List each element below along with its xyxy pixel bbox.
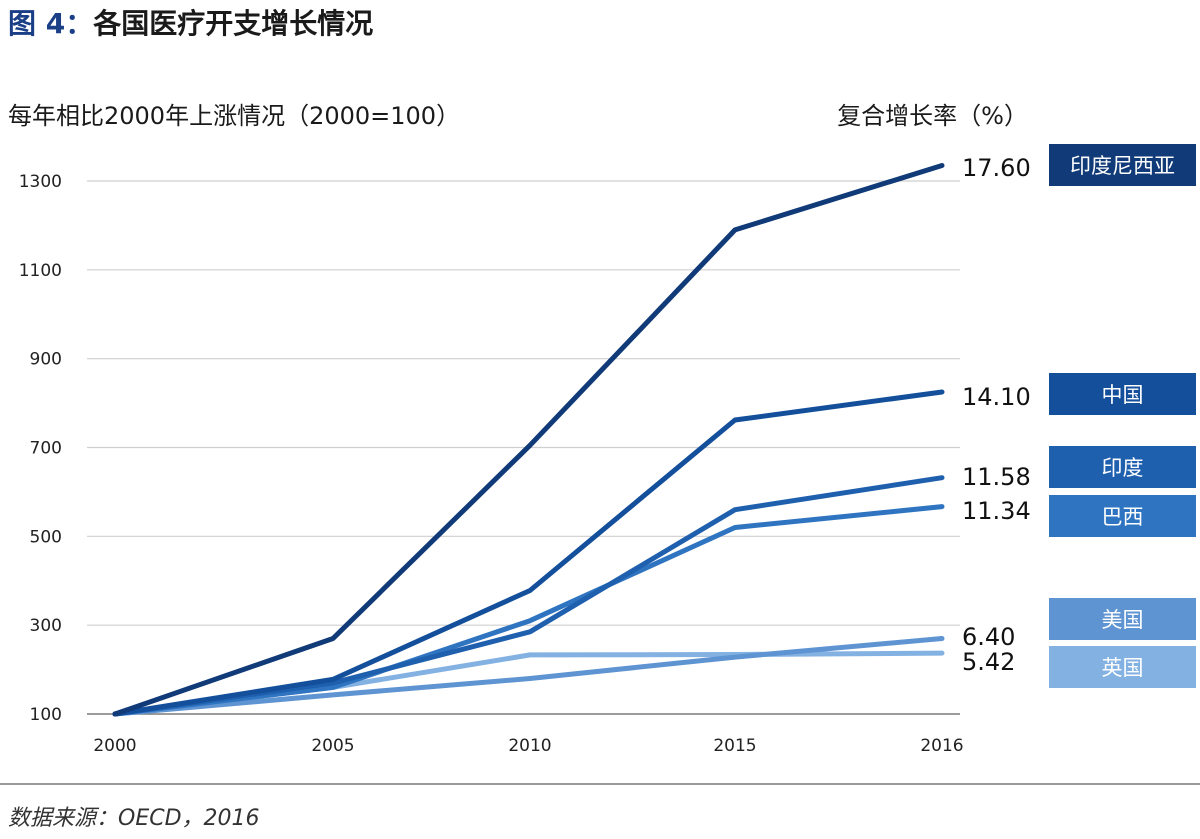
cagr-value-label: 17.60 (962, 154, 1031, 182)
chart-title: 图 4：各国医疗开支增长情况 (8, 2, 373, 42)
footer-divider (0, 783, 1200, 785)
legend-item: 英国 (1049, 646, 1196, 688)
cagr-value-label: 14.10 (962, 383, 1031, 411)
y-tick-label: 1100 (19, 261, 62, 281)
y-tick-label: 500 (30, 527, 62, 547)
x-tick-label: 2010 (508, 736, 551, 756)
cagr-column-title: 复合增长率（%） (837, 102, 1028, 130)
y-tick-label: 1300 (19, 172, 62, 192)
cagr-value-label: 11.34 (962, 497, 1031, 525)
source-note: 数据来源：OECD，2016 (8, 806, 260, 831)
legend-item: 印度尼西亚 (1049, 144, 1196, 186)
cagr-value-label: 5.42 (962, 648, 1015, 676)
legend-item: 巴西 (1049, 495, 1196, 537)
x-tick-label: 2015 (713, 736, 756, 756)
figure-label: 图 4： (8, 7, 94, 40)
series-line (112, 636, 945, 717)
x-tick-label: 2016 (920, 736, 963, 756)
y-axis-title: 每年相比2000年上涨情况（2000=100） (8, 102, 461, 130)
series-line (112, 163, 945, 717)
x-tick-label: 2000 (93, 736, 136, 756)
y-tick-label: 300 (30, 616, 62, 636)
cagr-value-label: 11.58 (962, 463, 1031, 491)
legend-item: 美国 (1049, 598, 1196, 640)
y-tick-label: 900 (30, 350, 62, 370)
y-tick-label: 700 (30, 439, 62, 459)
x-tick-label: 2005 (311, 736, 354, 756)
cagr-value-label: 6.40 (962, 623, 1015, 651)
legend-item: 印度 (1049, 446, 1196, 488)
y-tick-label: 100 (30, 705, 62, 725)
title-text: 各国医疗开支增长情况 (93, 7, 374, 40)
legend-item: 中国 (1049, 373, 1196, 415)
series-line (112, 389, 945, 717)
series-line (112, 504, 945, 717)
